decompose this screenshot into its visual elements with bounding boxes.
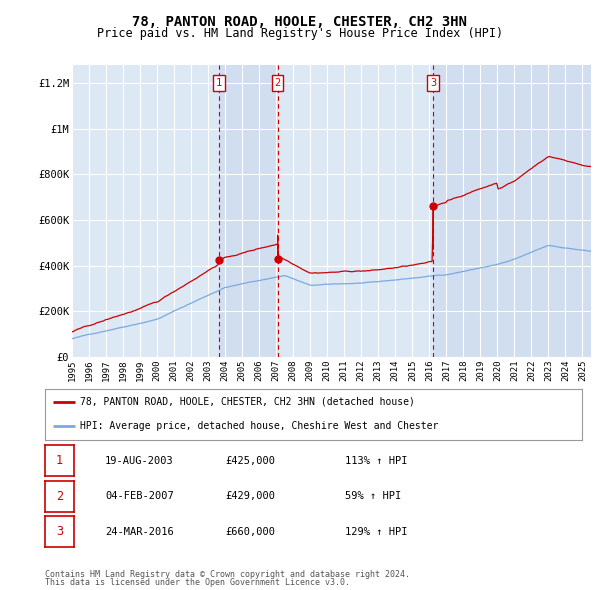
Text: 129% ↑ HPI: 129% ↑ HPI bbox=[345, 527, 407, 536]
Text: 1: 1 bbox=[216, 78, 222, 88]
Text: £425,000: £425,000 bbox=[225, 456, 275, 466]
Bar bbox=[433, 65, 591, 357]
Text: 2: 2 bbox=[275, 78, 281, 88]
Text: 113% ↑ HPI: 113% ↑ HPI bbox=[345, 456, 407, 466]
Text: 1: 1 bbox=[56, 454, 63, 467]
Text: 2: 2 bbox=[56, 490, 63, 503]
Text: Contains HM Land Registry data © Crown copyright and database right 2024.: Contains HM Land Registry data © Crown c… bbox=[45, 570, 410, 579]
Text: HPI: Average price, detached house, Cheshire West and Chester: HPI: Average price, detached house, Ches… bbox=[80, 421, 438, 431]
Bar bbox=[219, 65, 278, 357]
Text: This data is licensed under the Open Government Licence v3.0.: This data is licensed under the Open Gov… bbox=[45, 578, 350, 587]
Text: £429,000: £429,000 bbox=[225, 491, 275, 501]
Text: 3: 3 bbox=[430, 78, 436, 88]
Text: 59% ↑ HPI: 59% ↑ HPI bbox=[345, 491, 401, 501]
Text: 04-FEB-2007: 04-FEB-2007 bbox=[105, 491, 174, 501]
Text: 19-AUG-2003: 19-AUG-2003 bbox=[105, 456, 174, 466]
Text: Price paid vs. HM Land Registry's House Price Index (HPI): Price paid vs. HM Land Registry's House … bbox=[97, 27, 503, 40]
Text: 24-MAR-2016: 24-MAR-2016 bbox=[105, 527, 174, 536]
Text: 3: 3 bbox=[56, 525, 63, 538]
Text: 78, PANTON ROAD, HOOLE, CHESTER, CH2 3HN (detached house): 78, PANTON ROAD, HOOLE, CHESTER, CH2 3HN… bbox=[80, 397, 415, 407]
Text: £660,000: £660,000 bbox=[225, 527, 275, 536]
Text: 78, PANTON ROAD, HOOLE, CHESTER, CH2 3HN: 78, PANTON ROAD, HOOLE, CHESTER, CH2 3HN bbox=[133, 15, 467, 29]
